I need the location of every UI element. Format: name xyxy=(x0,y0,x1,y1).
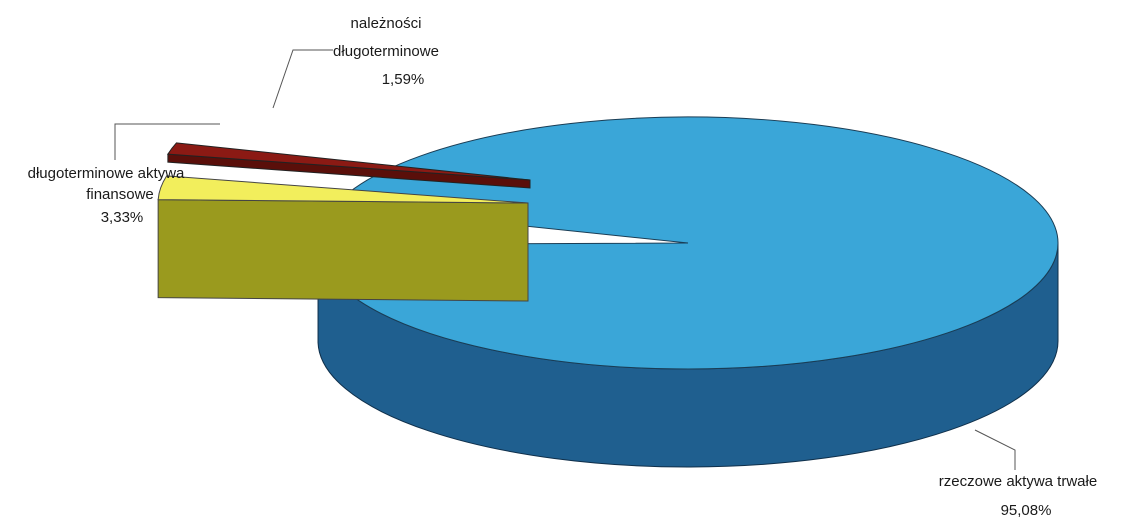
slice-label-line: należności xyxy=(351,15,422,32)
slice-top xyxy=(157,175,529,204)
slice-label-line: długoterminowe xyxy=(333,43,439,60)
slice-naleznosci-dlugoterminowe xyxy=(167,142,531,189)
slice-value-label: 95,08% xyxy=(1001,502,1052,519)
slice-label-line: finansowe xyxy=(86,186,154,203)
leader-line-naleznosci xyxy=(272,49,333,109)
slice-top xyxy=(167,142,531,181)
slice-side xyxy=(157,199,529,302)
label-rzeczowe-aktywa-trwale: rzeczowe aktywa trwałe 95,08% xyxy=(939,473,1097,519)
slice-value-label: 3,33% xyxy=(101,209,144,226)
slice-label-line: rzeczowe aktywa trwałe xyxy=(939,473,1097,490)
leader-line-rzeczowe xyxy=(974,429,1016,470)
slice-value-label: 1,59% xyxy=(382,71,425,88)
leader-line-aktywa-finansowe xyxy=(114,123,220,160)
label-naleznosci-dlugoterminowe: należności długoterminowe 1,59% xyxy=(333,15,439,88)
slice-label-line: długoterminowe aktywa xyxy=(28,165,185,182)
label-dlugoterminowe-aktywa-finansowe: długoterminowe aktywa finansowe 3,33% xyxy=(28,165,185,226)
slice-dlugoterminowe-aktywa-finansowe xyxy=(157,175,529,302)
